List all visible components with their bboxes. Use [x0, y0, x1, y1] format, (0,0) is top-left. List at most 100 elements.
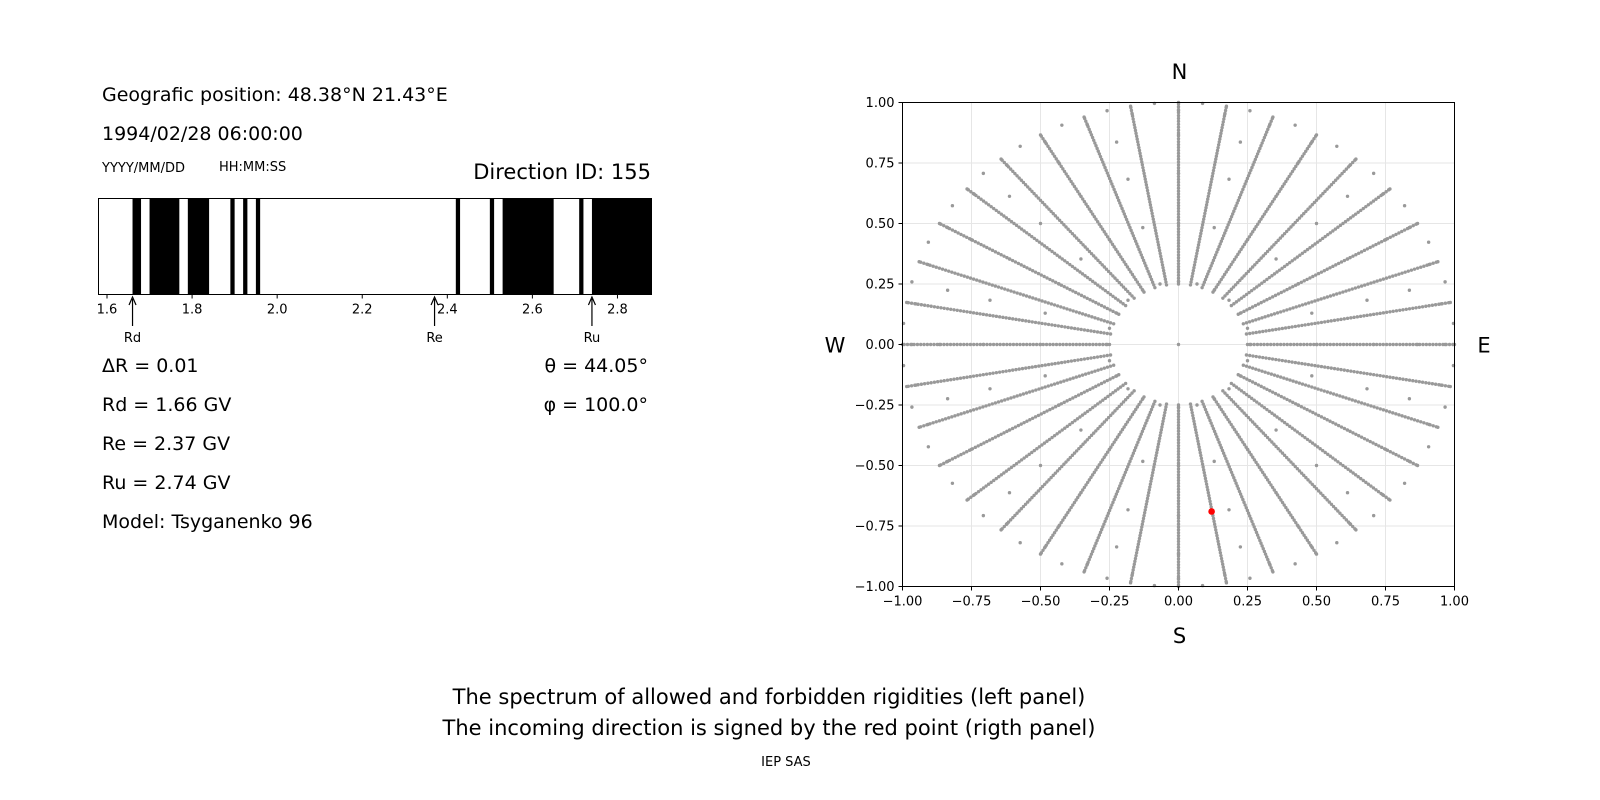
- direction-point: [1091, 386, 1095, 390]
- direction-point: [1319, 194, 1323, 198]
- direction-point: [939, 379, 943, 383]
- direction-point: [1216, 145, 1220, 150]
- direction-point: [1198, 450, 1202, 455]
- direction-point: [1227, 420, 1232, 424]
- direction-point: [1038, 198, 1043, 202]
- direction-point: [1002, 254, 1006, 258]
- direction-point: [1269, 566, 1273, 570]
- direction-point: [1378, 407, 1382, 411]
- direction-point: [953, 414, 957, 418]
- direction-point: [1331, 264, 1335, 269]
- direction-point: [1329, 319, 1333, 323]
- direction-point: [1071, 396, 1075, 400]
- direction-point: [1248, 306, 1252, 311]
- direction-point: [1210, 424, 1214, 428]
- direction-point: [1267, 247, 1272, 251]
- direction-point: [1221, 234, 1226, 238]
- direction-point: [1052, 531, 1057, 535]
- direction-point: [1033, 270, 1038, 274]
- direction-point: [1333, 507, 1338, 511]
- direction-point: [1176, 565, 1181, 570]
- direction-point: [1021, 392, 1026, 396]
- direction-point: [925, 423, 929, 427]
- direction-point: [1313, 363, 1317, 368]
- direction-point: [1272, 272, 1277, 276]
- direction-point: [1164, 405, 1168, 409]
- direction-point: [1068, 262, 1072, 267]
- direction-point: [971, 374, 976, 378]
- direction-point: [1259, 384, 1263, 389]
- direction-point: [1093, 369, 1097, 373]
- direction-point: [955, 342, 959, 347]
- direction-point: [1221, 410, 1225, 414]
- direction-point: [942, 306, 946, 310]
- direction-point: [1176, 429, 1181, 433]
- direction-point: [1176, 455, 1181, 459]
- direction-point: [979, 488, 983, 492]
- direction-point: [1225, 459, 1229, 464]
- direction-point: [1123, 398, 1128, 402]
- direction-point: [1211, 516, 1216, 521]
- direction-point: [1096, 426, 1100, 431]
- direction-point: [1176, 195, 1181, 199]
- direction-point: [1265, 342, 1270, 347]
- direction-point: [1153, 228, 1158, 233]
- direction-point: [1414, 306, 1418, 310]
- direction-point: [1267, 438, 1272, 442]
- direction-point: [1228, 217, 1233, 222]
- direction-point: [1107, 237, 1111, 241]
- direction-point: [1305, 437, 1310, 442]
- direction-point: [1061, 518, 1065, 522]
- direction-point: [1069, 505, 1073, 510]
- direction-point: [1002, 160, 1006, 165]
- direction-point: [1251, 331, 1255, 335]
- direction-point: [1368, 245, 1372, 250]
- direction-point: [1072, 451, 1077, 455]
- direction-point: [919, 425, 923, 429]
- direction-point: [1025, 266, 1029, 270]
- direction-point: [1257, 317, 1261, 321]
- direction-point: [1080, 312, 1085, 316]
- direction-point: [1206, 491, 1211, 495]
- direction-point: [1249, 342, 1253, 347]
- direction-point: [955, 308, 959, 312]
- direction-point: [1218, 551, 1223, 555]
- direction-point: [1379, 193, 1383, 198]
- direction-point: [1254, 530, 1259, 535]
- direction-point: [1251, 230, 1255, 234]
- direction-point: [1275, 342, 1280, 347]
- direction-point: [1141, 225, 1145, 230]
- direction-point: [1290, 169, 1295, 174]
- direction-point: [1200, 223, 1205, 227]
- direction-point: [1072, 326, 1077, 331]
- direction-point: [1299, 404, 1304, 409]
- direction-point: [1138, 531, 1143, 535]
- direction-point: [1152, 223, 1157, 227]
- direction-point: [1280, 184, 1285, 189]
- direction-point: [1104, 267, 1109, 271]
- direction-point: [1247, 365, 1252, 369]
- direction-point: [1040, 200, 1045, 205]
- direction-point: [1115, 195, 1120, 200]
- direction-point: [1306, 301, 1311, 305]
- direction-point: [1103, 396, 1108, 401]
- direction-point: [1121, 383, 1125, 387]
- direction-point: [1259, 429, 1263, 433]
- direction-point: [1015, 394, 1019, 398]
- direction-point: [1262, 135, 1267, 140]
- direction-point: [1222, 117, 1226, 121]
- direction-point: [1257, 536, 1261, 540]
- direction-point: [1080, 272, 1085, 276]
- direction-point: [1353, 399, 1358, 403]
- direction-point: [1110, 503, 1114, 507]
- direction-point: [943, 268, 948, 272]
- direction-point: [1135, 242, 1139, 246]
- direction-point: [1192, 422, 1197, 426]
- direction-point: [1302, 473, 1306, 478]
- direction-point: [1268, 122, 1272, 126]
- direction-point: [1055, 381, 1060, 385]
- direction-point: [1176, 131, 1181, 135]
- direction-point: [1310, 374, 1314, 378]
- direction-point: [1272, 373, 1277, 377]
- direction-point: [1315, 445, 1320, 449]
